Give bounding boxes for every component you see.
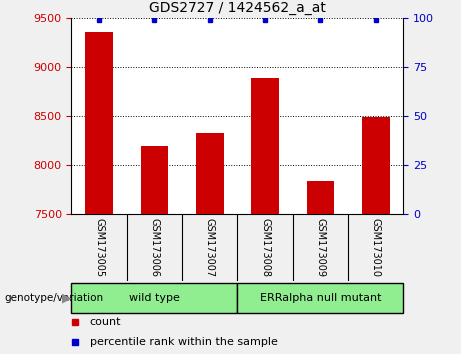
Bar <box>362 117 390 214</box>
Text: GSM173009: GSM173009 <box>315 218 325 277</box>
Text: ERRalpha null mutant: ERRalpha null mutant <box>260 293 381 303</box>
Text: GSM173006: GSM173006 <box>149 218 160 277</box>
Bar <box>237 283 403 313</box>
Text: genotype/variation: genotype/variation <box>5 293 104 303</box>
Bar <box>196 133 224 214</box>
Text: GSM173010: GSM173010 <box>371 218 381 277</box>
Text: wild type: wild type <box>129 293 180 303</box>
Bar <box>141 147 168 214</box>
Text: GSM173007: GSM173007 <box>205 218 215 278</box>
Bar <box>251 78 279 214</box>
Bar <box>85 33 113 214</box>
Text: GSM173005: GSM173005 <box>94 218 104 278</box>
Text: percentile rank within the sample: percentile rank within the sample <box>90 337 278 347</box>
Text: GSM173008: GSM173008 <box>260 218 270 277</box>
Bar <box>307 181 334 214</box>
Text: ▶: ▶ <box>62 292 72 305</box>
Bar <box>71 283 237 313</box>
Title: GDS2727 / 1424562_a_at: GDS2727 / 1424562_a_at <box>149 1 326 15</box>
Text: count: count <box>90 317 121 327</box>
